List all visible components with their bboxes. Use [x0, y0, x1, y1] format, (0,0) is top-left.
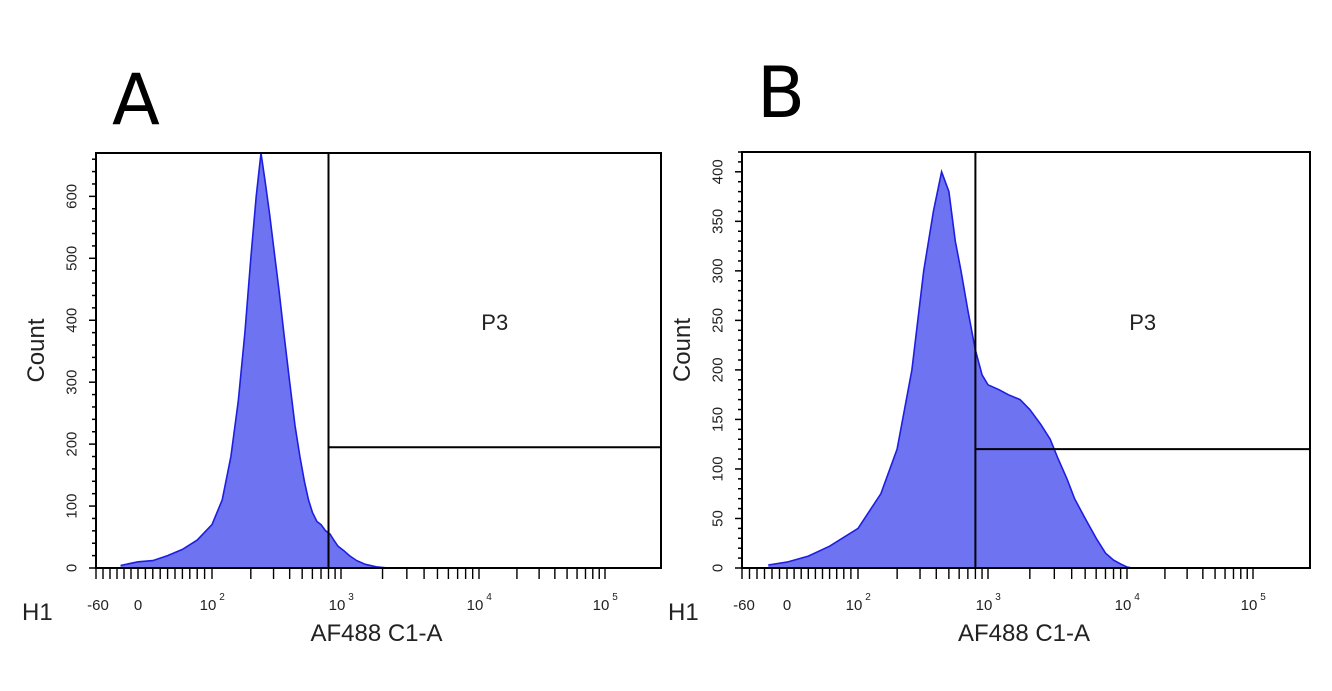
panel-b-x-tick-label: 10: [1115, 597, 1132, 614]
panel-b-x-tick-label: 10: [1241, 597, 1258, 614]
panel-b-y-axis-label: Count: [669, 318, 696, 382]
panel-a-y-tick-label: 300: [64, 370, 81, 395]
panel-a-x-tick-exponent: 2: [219, 592, 225, 603]
panel-b-y-tick-label: 50: [710, 510, 727, 527]
panel-b-x-axis-label: AF488 C1-A: [958, 620, 1090, 647]
panel-b-histogram-line: [768, 168, 1133, 569]
panel-a-x-tick-label: 10: [200, 597, 217, 614]
panel-b-plot-id: H1: [668, 599, 699, 626]
panel-b-x-tick-label: 10: [846, 597, 863, 614]
panel-b-y-tick-label: 250: [710, 308, 727, 333]
panel-a-x-tick-label: 0: [134, 597, 142, 614]
panel-a-y-tick-label: 100: [64, 494, 81, 519]
panel-b-histogram-area: [768, 171, 1133, 569]
panel-a-x-tick-label: 10: [329, 597, 346, 614]
panel-a-y-tick-label: 600: [64, 184, 81, 209]
panel-b-x-tick-exponent: 2: [865, 592, 871, 603]
panel-a-histogram-area: [120, 153, 389, 568]
panel-a-plot-id: H1: [22, 599, 53, 626]
panel-b-x-tick-label: -60: [733, 597, 755, 614]
panel-a-histogram-line: [120, 152, 389, 569]
panel-a-y-tick-label: 500: [64, 246, 81, 271]
panel-label-b: B: [757, 52, 805, 134]
panel-a-x-tick-exponent: 3: [348, 592, 354, 603]
panel-a-plot-frame: [95, 152, 662, 569]
panel-b-y-tick-label: 200: [710, 357, 727, 382]
panel-b-x-tick-exponent: 5: [1260, 592, 1266, 603]
panel-b-x-tick-label: 10: [976, 597, 993, 614]
panel-a-x-tick-exponent: 4: [486, 592, 492, 603]
panel-b-x-tick-exponent: 4: [1134, 592, 1140, 603]
panel-a-y-tick-label: 0: [64, 564, 81, 572]
panel-b-x-tick-exponent: 3: [995, 592, 1001, 603]
panel-b-y-tick-label: 150: [710, 407, 727, 432]
panel-a-x-axis-label: AF488 C1-A: [310, 620, 442, 647]
panel-b-x-tick-label: 0: [783, 597, 791, 614]
panel-a-gate-label: P3: [481, 310, 508, 335]
panel-a-y-axis-label: Count: [23, 318, 50, 382]
panel-b-gate-label: P3: [1129, 310, 1156, 335]
panel-b-y-tick-label: 400: [710, 159, 727, 184]
panel-b-y-tick-label: 100: [710, 456, 727, 481]
panel-b-y-tick-label: 300: [710, 258, 727, 283]
panel-a-y-tick-label: 400: [64, 308, 81, 333]
panel-a-x-tick-label: 10: [467, 597, 484, 614]
panel-a-x-tick-exponent: 5: [612, 592, 618, 603]
panel-a-x-tick-label: -60: [87, 597, 109, 614]
panel-b-y-tick-label: 350: [710, 209, 727, 234]
panel-label-a: A: [112, 59, 160, 141]
panel-a-x-tick-label: 10: [593, 597, 610, 614]
panel-a-y-tick-label: 200: [64, 432, 81, 457]
panel-b-y-tick-label: 0: [710, 564, 727, 572]
